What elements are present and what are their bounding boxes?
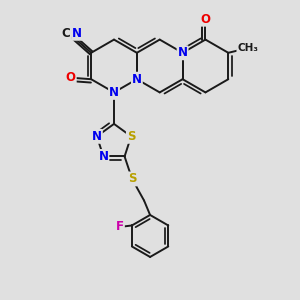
Text: N: N [132, 73, 142, 86]
Text: N: N [98, 150, 108, 163]
Text: F: F [116, 220, 124, 233]
Text: N: N [178, 46, 188, 59]
Text: N: N [72, 27, 82, 40]
Text: N: N [109, 86, 119, 99]
Text: N: N [92, 130, 102, 143]
Text: O: O [66, 71, 76, 84]
Text: O: O [200, 13, 211, 26]
Text: S: S [128, 172, 136, 185]
Text: CH₃: CH₃ [237, 43, 258, 53]
Text: C: C [61, 27, 70, 40]
Text: S: S [127, 130, 135, 143]
